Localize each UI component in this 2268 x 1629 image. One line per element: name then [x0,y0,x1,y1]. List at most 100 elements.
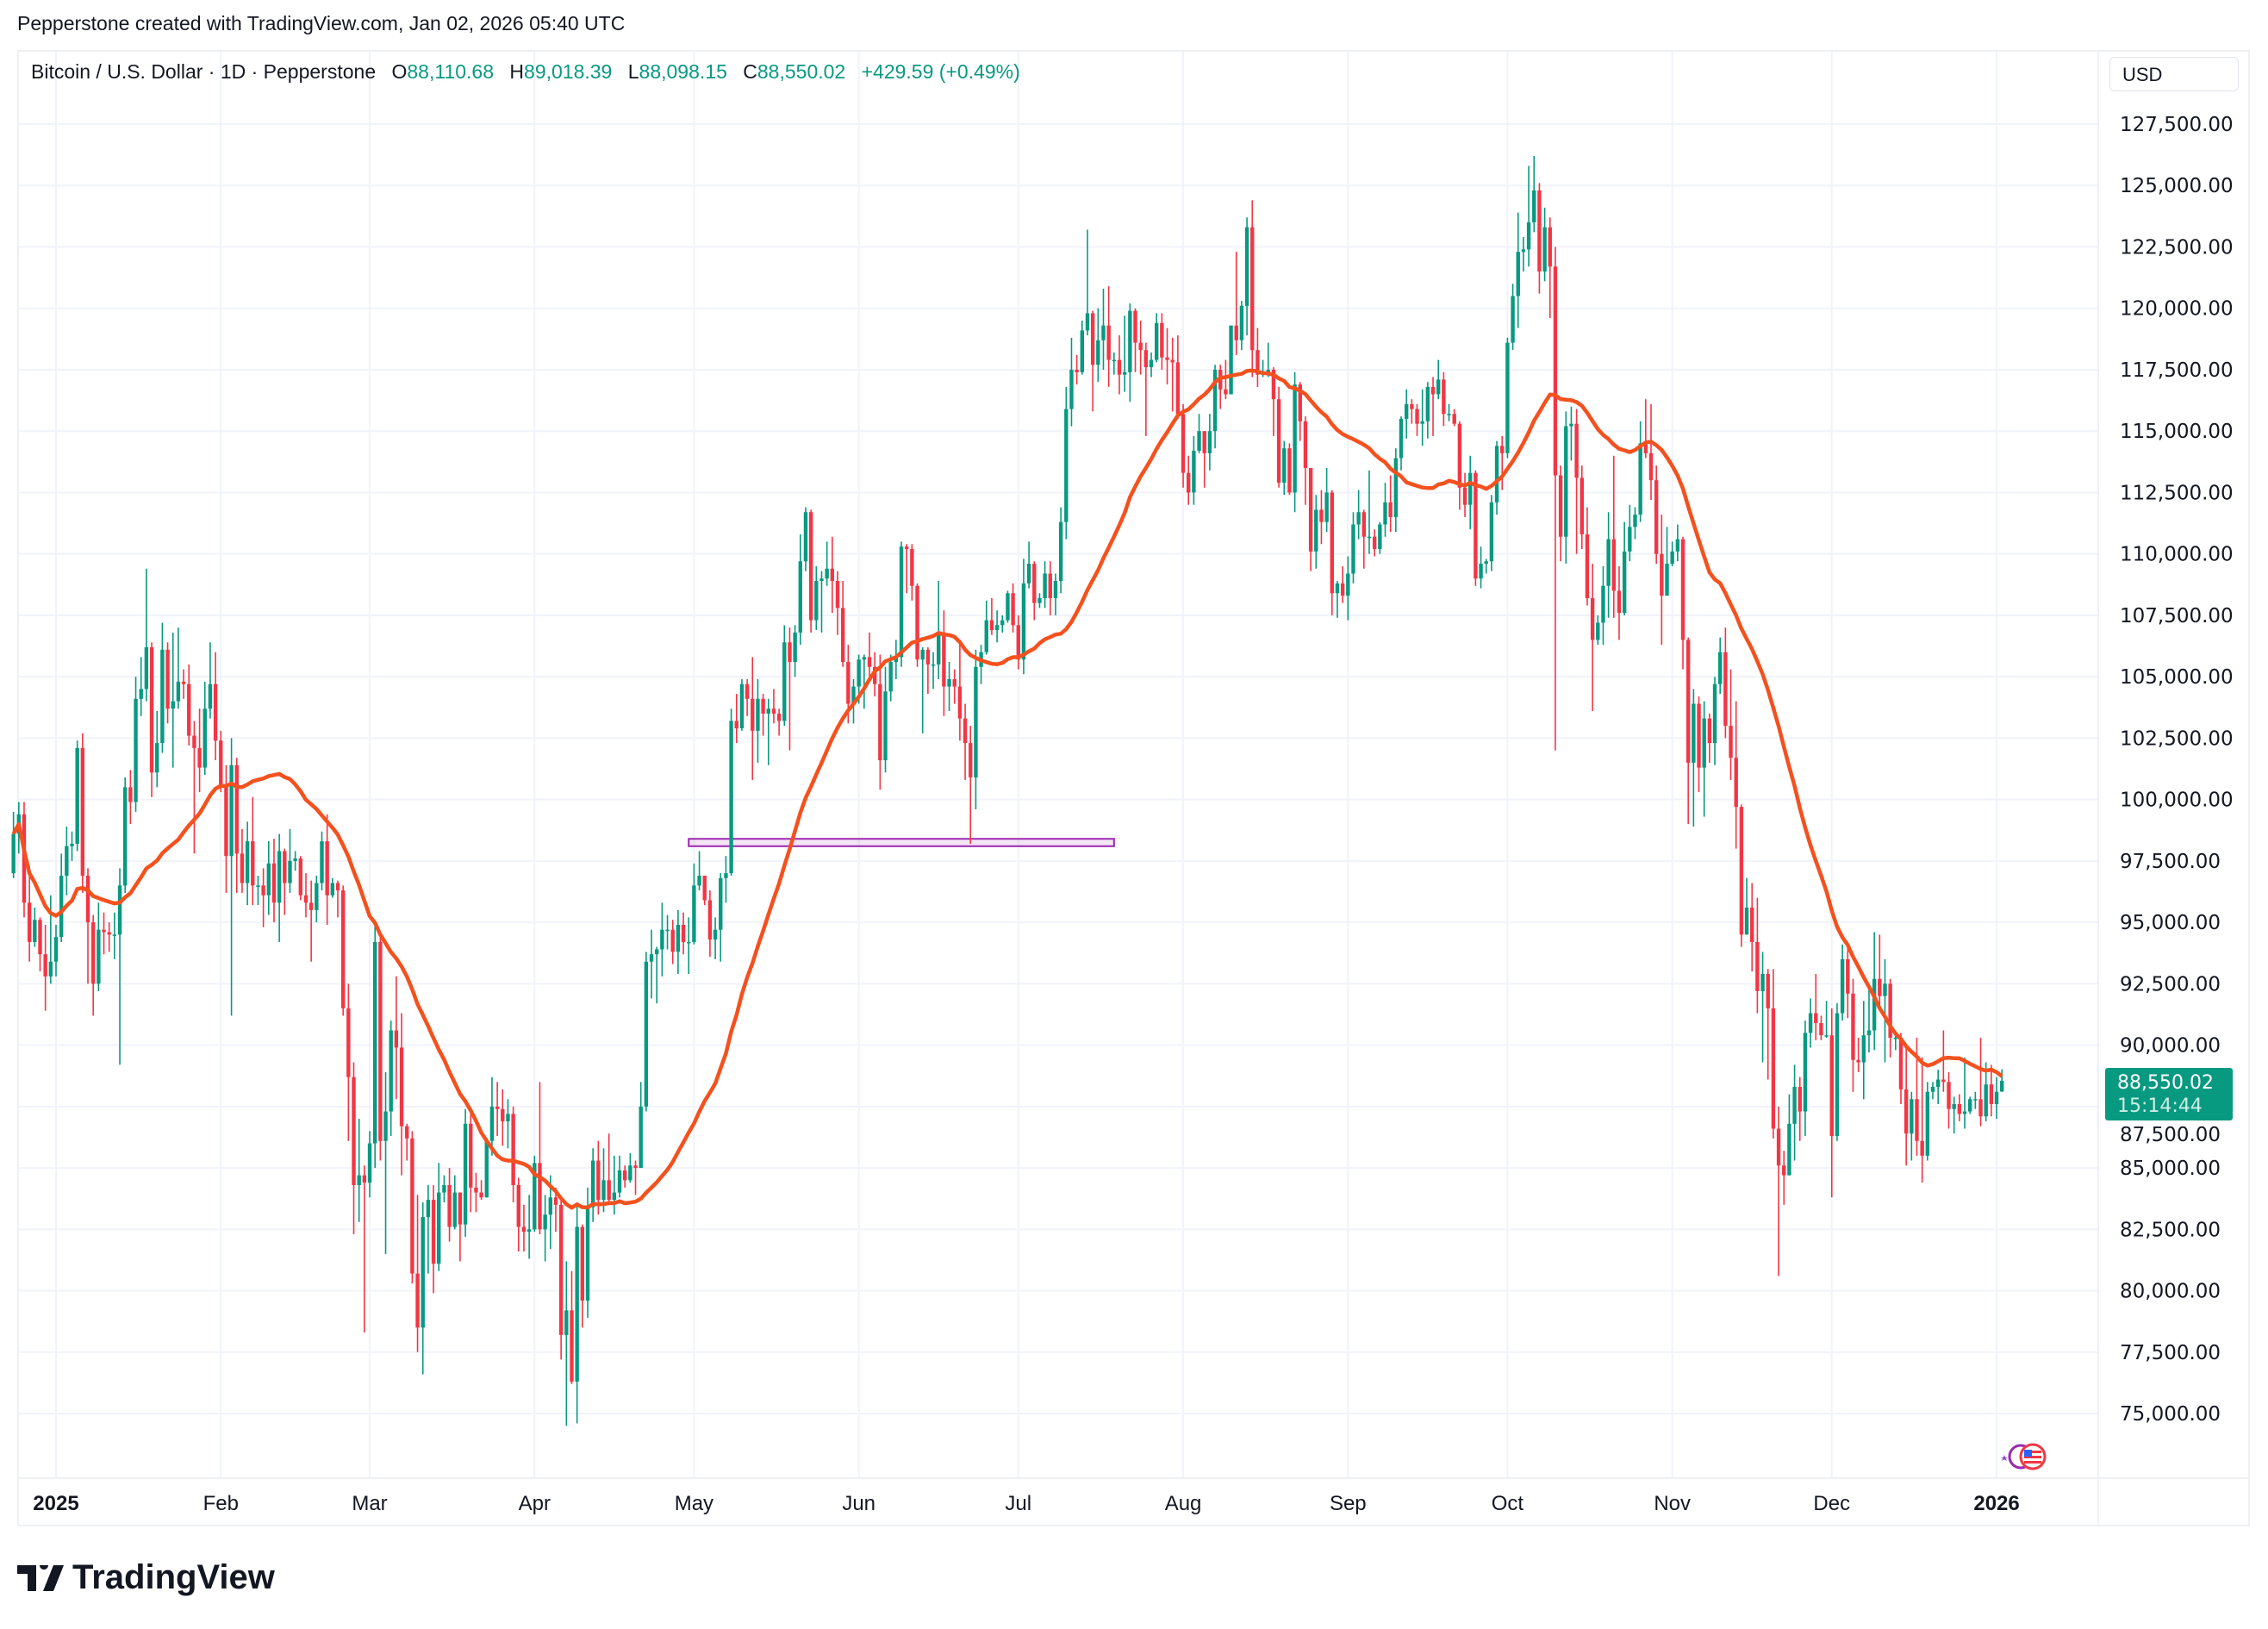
candle-body [1324,492,1329,522]
candle-body [719,877,723,930]
tradingview-logo[interactable]: TradingView [17,1558,275,1597]
candle-body [1968,1099,1972,1112]
close-value: 88,550.02 [757,60,846,83]
candle-body [835,581,840,609]
currency-selector[interactable]: USD [2109,57,2239,91]
time-tick-label: Jun [842,1492,875,1515]
candle-body [357,1175,361,1186]
candle-body [394,1030,399,1048]
price-tick-label: 125,000.00 [2120,175,2234,197]
candle-body [1861,1035,1866,1063]
candle-body [1814,1013,1818,1023]
candle-body [1006,593,1010,621]
candle-body [899,546,904,658]
candle-body [1276,399,1281,484]
candle-body [1898,1038,1904,1089]
candle-body [1692,703,1696,763]
candle-body [1212,369,1218,432]
candle-body [538,1163,542,1230]
last-price: 88,550.02 [2117,1072,2214,1094]
candle-body [373,941,377,1144]
candle-body [1750,908,1754,942]
price-zone-rectangle [688,838,1115,847]
candle-body [1484,561,1488,565]
candle-body [1665,564,1669,596]
candle-body [665,929,670,932]
candle-body [1170,359,1174,363]
candle-body [33,920,37,942]
candle-body [825,568,829,579]
candle-body [681,924,686,942]
candle-body [867,657,872,667]
candle-body [1574,423,1579,478]
candle-body [1293,384,1297,493]
candle-body [739,683,745,729]
time-tick-label: Jul [1005,1492,1031,1515]
candle-body [352,1077,356,1186]
candle-body [1798,1087,1802,1112]
candle-body [771,708,776,714]
time-tick-label: Aug [1165,1492,1202,1515]
candle-body [526,1229,532,1233]
candle-body [1474,472,1478,579]
candle-body [442,1185,446,1193]
candle-body [808,512,813,621]
candle-body [1973,1099,1978,1101]
open-label: O [391,60,408,83]
candle-body [1410,403,1414,409]
price-tick-label: 82,500.00 [2120,1219,2221,1241]
candle-body [176,681,181,702]
candle-body [308,902,314,910]
candle-body [1011,593,1015,626]
candle-body [782,642,787,721]
candle-body [1803,1033,1808,1112]
candle-body [240,853,245,883]
candle-body [452,1192,457,1227]
price-tick-label: 77,500.00 [2120,1342,2221,1364]
events-icon [2001,1443,2047,1470]
candle-body [1872,978,1877,1031]
candle-body [1106,325,1111,360]
time-tick-label: Dec [1813,1492,1850,1515]
candle-body [1596,622,1600,640]
candle-body [1207,431,1212,453]
candle-body [165,649,170,709]
candle-body [1372,536,1377,549]
candle-body [1430,386,1436,395]
grid [19,52,2250,1526]
candle-body [1542,227,1547,272]
candle-body [1128,310,1132,372]
candle-body [1516,252,1520,296]
candle-body [1154,322,1159,360]
candle-body [38,920,42,955]
candle-body [1712,683,1717,744]
candle-body [1792,1087,1797,1124]
candle-body [1287,448,1292,493]
candle-body [1840,958,1845,1014]
candle-body [1122,371,1127,375]
candle-body [224,784,228,857]
candle-body [1851,993,1855,1060]
candle-body [11,833,16,874]
candle-body [383,1111,388,1141]
candle-body [1090,313,1095,365]
candle-body [676,924,681,952]
price-tick-label: 92,500.00 [2120,973,2221,996]
candle-body [745,683,750,699]
candle-body [1425,386,1430,421]
candle-body [271,863,277,903]
candle-body [1925,1091,1930,1156]
candle-body [1330,492,1334,594]
candle-body [474,1187,478,1193]
candle-body [910,548,914,586]
candle-body [692,885,696,942]
candle-body [994,625,1000,631]
candle-body [1202,431,1206,453]
candle-body [219,740,223,785]
candle-body [1452,414,1456,424]
candle-body [580,1226,585,1301]
candle-body [1553,266,1558,476]
candle-body [171,701,175,709]
candle-body [1808,1013,1813,1033]
